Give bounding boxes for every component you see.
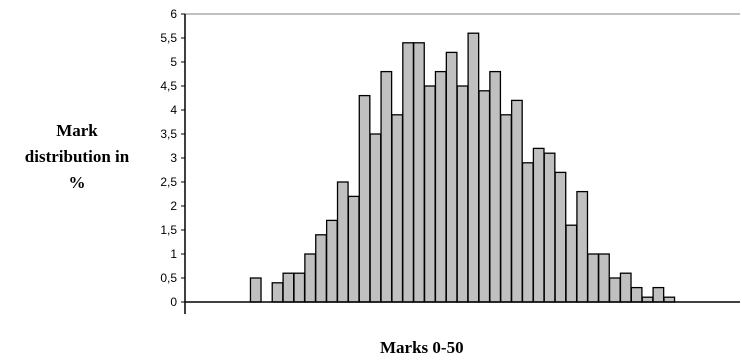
bar bbox=[380, 70, 393, 303]
y-tick-label: 4,5 bbox=[160, 79, 177, 93]
y-tick-label: 1 bbox=[170, 247, 177, 261]
bar bbox=[325, 219, 338, 303]
y-axis-label-line-3: % bbox=[68, 173, 86, 192]
bar bbox=[423, 85, 436, 303]
bar bbox=[543, 152, 556, 303]
bar bbox=[304, 253, 317, 303]
bar bbox=[271, 282, 284, 303]
bar bbox=[347, 195, 360, 303]
bar bbox=[630, 286, 643, 303]
bar bbox=[532, 147, 545, 303]
bar bbox=[500, 114, 512, 303]
plot-area: 0 0,5 1 1,5 2 2,5 3 3,5 4 4,5 5 5,5 6 bbox=[160, 7, 740, 314]
bar bbox=[369, 133, 382, 303]
bar bbox=[489, 70, 502, 303]
bar bbox=[652, 286, 665, 303]
y-axis-label: Mark distribution in % bbox=[4, 118, 150, 196]
bar bbox=[554, 171, 567, 303]
bar bbox=[587, 253, 600, 303]
y-tick-label: 4 bbox=[170, 103, 177, 117]
bar bbox=[467, 32, 480, 303]
bar bbox=[293, 272, 306, 303]
y-tick-label: 6 bbox=[170, 7, 177, 21]
y-tick-label: 5 bbox=[170, 55, 177, 69]
bar bbox=[402, 42, 415, 303]
bar bbox=[249, 277, 262, 303]
bar bbox=[521, 162, 534, 303]
bar bbox=[358, 94, 371, 303]
y-axis-label-line-1: Mark bbox=[56, 121, 98, 140]
bar bbox=[510, 99, 523, 303]
y-axis-label-line-2: distribution in bbox=[24, 147, 130, 166]
bar bbox=[576, 190, 589, 303]
y-tick-label: 0 bbox=[170, 295, 177, 309]
y-tick-label: 3,5 bbox=[160, 127, 177, 141]
bar bbox=[565, 224, 578, 303]
y-tick-label: 5,5 bbox=[160, 31, 177, 45]
bar bbox=[391, 114, 404, 303]
bar bbox=[413, 42, 425, 303]
bar bbox=[456, 85, 469, 303]
bar bbox=[434, 70, 447, 303]
y-tick-label: 0,5 bbox=[160, 271, 177, 285]
bar bbox=[598, 253, 610, 303]
x-axis-label: Marks 0-50 bbox=[380, 338, 464, 357]
bar bbox=[619, 272, 632, 303]
bar bbox=[315, 234, 327, 303]
bar bbox=[478, 90, 491, 303]
y-tick-label: 2 bbox=[170, 199, 177, 213]
bar bbox=[608, 277, 621, 303]
y-tick-label: 3 bbox=[170, 151, 177, 165]
bar bbox=[445, 51, 458, 303]
bar bbox=[336, 181, 349, 303]
y-tick-label: 1,5 bbox=[160, 223, 177, 237]
y-tick-label: 2,5 bbox=[160, 175, 177, 189]
bar bbox=[282, 272, 295, 303]
